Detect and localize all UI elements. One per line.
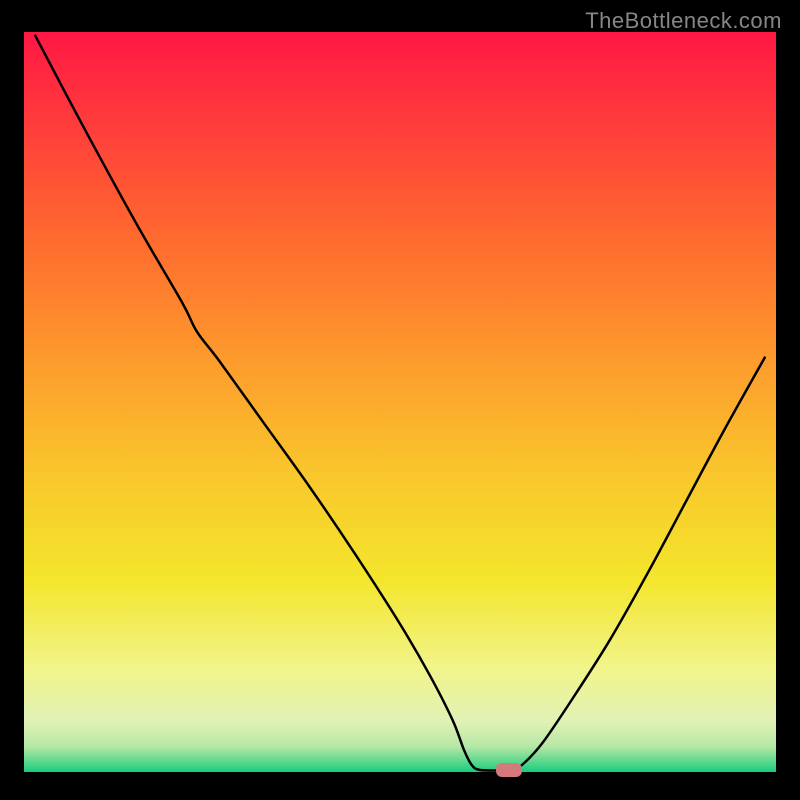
watermark-text: TheBottleneck.com xyxy=(585,8,782,34)
optimum-marker xyxy=(496,763,522,777)
plot-area xyxy=(24,32,776,772)
bottleneck-curve xyxy=(35,36,764,771)
curve-layer xyxy=(24,32,776,772)
